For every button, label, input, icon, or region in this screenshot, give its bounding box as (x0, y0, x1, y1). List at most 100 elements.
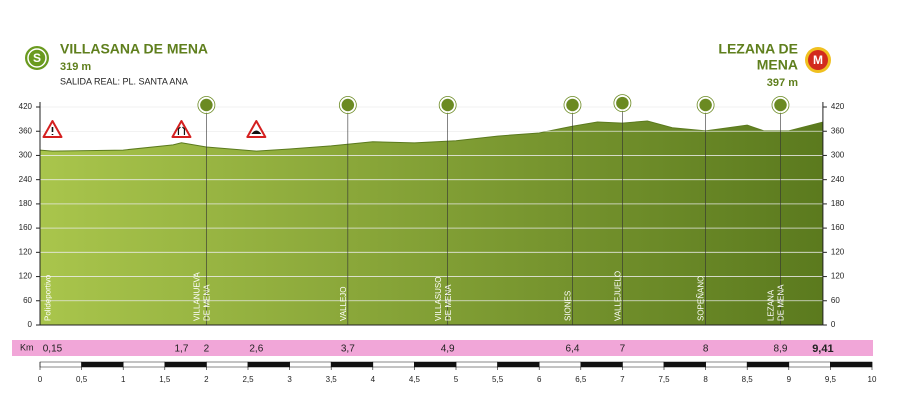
km-row-label: Km (20, 342, 34, 352)
start-note: SALIDA REAL: PL. SANTA ANA (60, 76, 188, 86)
km-label: 7 (620, 344, 626, 355)
place-label: VILLASUSO (434, 277, 443, 321)
x-tick-label: 5,5 (492, 375, 504, 384)
x-tick-label: 6,5 (575, 375, 587, 384)
km-label: 4,9 (441, 344, 455, 355)
scale-segment (164, 361, 207, 368)
finish-name: MENA (757, 57, 798, 73)
warning-sign (246, 120, 267, 138)
place-label: SOPEÑANO (697, 276, 706, 321)
place-label: LEZANA (767, 289, 776, 321)
scale-segment (81, 361, 124, 368)
pin-ring (563, 96, 582, 114)
y-tick-label: 420 (19, 102, 33, 111)
profile-line (39, 120, 824, 152)
pin-ring (197, 96, 216, 114)
x-tick-label: 1 (121, 375, 126, 384)
place-label: DE MENA (203, 284, 212, 321)
y-tick-label-right: 420 (831, 102, 845, 111)
km-label: 0,15 (43, 344, 63, 355)
y-tick-label: 160 (19, 223, 33, 232)
scale-segment (538, 361, 582, 368)
x-tick-label: 8 (703, 375, 708, 384)
x-tick-label: 2,5 (242, 375, 254, 384)
scale-segment (414, 361, 457, 368)
x-tick-label: 9 (787, 375, 792, 384)
finish-elevation: 397 m (767, 77, 798, 89)
place-label: VILLANUEVA (193, 272, 202, 321)
pin (340, 97, 356, 113)
scale-segment (39, 361, 82, 368)
scale-segment (622, 361, 665, 368)
y-tick-label-right: 240 (831, 175, 845, 184)
scale-segment (206, 361, 249, 368)
profile-area (40, 121, 823, 325)
y-tick-label-right: 0 (831, 320, 836, 329)
place-label: Polideportivo (44, 274, 53, 321)
finish-badge-text: M (813, 53, 823, 67)
pin-ring (438, 96, 457, 114)
x-tick-label: 9,5 (825, 375, 837, 384)
pin (772, 97, 789, 113)
place-label: VALLEJO (339, 286, 348, 321)
start-badge-ring (27, 48, 47, 68)
start-elevation: 319 m (60, 61, 91, 73)
start-badge-text: S (33, 51, 41, 65)
x-tick-label: 8,5 (742, 375, 754, 384)
pin (614, 95, 631, 111)
pin (697, 97, 714, 113)
pin (439, 97, 456, 113)
place-label: SIONES (564, 291, 573, 321)
y-tick-label: 120 (19, 247, 33, 256)
finish-name: LEZANA DE (718, 41, 798, 57)
y-tick-label-right: 60 (831, 296, 840, 305)
y-tick-label: 240 (19, 175, 33, 184)
km-band (12, 340, 873, 356)
scale-segment (455, 361, 498, 368)
x-tick-label: 2 (204, 375, 209, 384)
y-tick-label-right: 360 (831, 126, 845, 135)
y-tick-label: 120 (19, 272, 33, 281)
x-tick-label: 7 (620, 375, 625, 384)
km-label: 2 (204, 344, 210, 355)
x-tick-label: 6 (537, 375, 542, 384)
km-label: 8,9 (774, 344, 788, 355)
pin-ring (613, 94, 632, 112)
x-tick-label: 0,5 (76, 375, 88, 384)
scale-segment (247, 361, 290, 368)
scale-segment (830, 361, 873, 368)
x-tick-label: 3 (287, 375, 292, 384)
y-tick-label-right: 160 (831, 223, 845, 232)
place-label: VALLEJUELO (614, 271, 623, 321)
y-tick-label-right: 120 (831, 247, 845, 256)
x-tick-label: 5 (454, 375, 459, 384)
x-tick-label: 4 (371, 375, 376, 384)
scale-segment (330, 361, 374, 368)
finish-badge-inner (808, 50, 828, 70)
y-tick-label-right: 180 (831, 199, 845, 208)
y-tick-label: 360 (19, 126, 33, 135)
scale-segment (663, 361, 706, 368)
place-label: DE MENA (777, 284, 786, 321)
x-tick-label: 7,5 (658, 375, 670, 384)
scale-segment (580, 361, 623, 368)
y-tick-label-right: 300 (831, 151, 845, 160)
scale-segment (372, 361, 415, 368)
pin (198, 97, 215, 113)
x-tick-label: 0 (38, 375, 43, 384)
y-tick-label: 60 (23, 296, 32, 305)
y-tick-label: 180 (19, 199, 33, 208)
scale-segment (122, 361, 166, 368)
km-label: 1,7 (174, 344, 188, 355)
scale-segment (497, 361, 540, 368)
start-name: VILLASANA DE MENA (60, 41, 208, 57)
scale-segment (746, 361, 790, 368)
pin-ring (696, 96, 715, 114)
warning-sign (171, 120, 192, 138)
y-tick-label: 300 (19, 151, 33, 160)
pin-ring (338, 96, 357, 114)
km-label: 9,41 (812, 343, 833, 355)
y-tick-label-right: 120 (831, 272, 845, 281)
km-label: 8 (703, 344, 709, 355)
